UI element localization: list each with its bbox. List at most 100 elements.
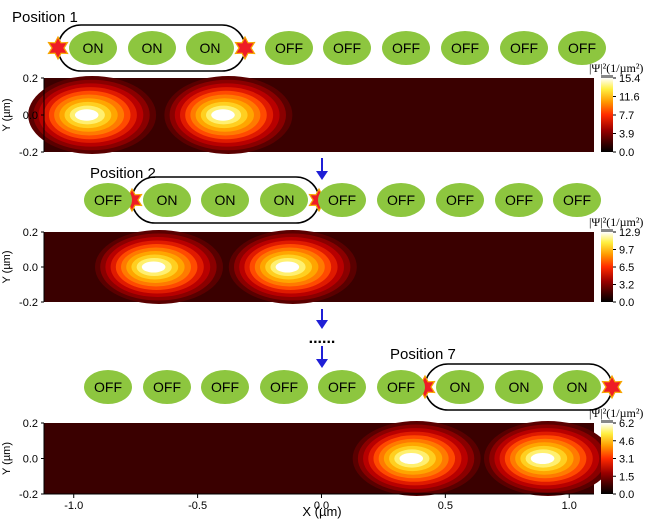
- colorbar-tick-label: 3.1: [619, 454, 634, 466]
- cell-off: OFF: [265, 31, 313, 65]
- density-peak: [164, 76, 293, 154]
- y-tick-label: -0.2: [19, 489, 38, 501]
- density-peak: [95, 230, 224, 304]
- colorbar: |Ψ|²(1/µm²)15.4 11.6 7.7 3.9 0.0: [589, 61, 643, 159]
- cell-on: ON: [495, 370, 543, 404]
- colorbar-scale: [601, 78, 613, 152]
- y-tick-label: 0.2: [23, 418, 38, 430]
- cell-off: OFF: [382, 31, 430, 65]
- cell-on: ON: [69, 31, 117, 65]
- colorbar-tick-label: 3.9: [619, 129, 634, 141]
- y-tick-label: 0.0: [23, 262, 38, 274]
- cell-on: ON: [143, 183, 191, 217]
- cell-label: OFF: [94, 379, 122, 395]
- cell-label: ON: [274, 192, 295, 208]
- cell-off: OFF: [441, 31, 489, 65]
- cell-label: OFF: [563, 192, 591, 208]
- heatmap: 0.2 0.0 -0.2 Y (µm): [1, 418, 612, 501]
- cell-on: ON: [186, 31, 234, 65]
- y-axis-label: Y (µm): [1, 250, 13, 283]
- x-tick-label: -0.5: [188, 500, 207, 512]
- cell-off: OFF: [318, 183, 366, 217]
- y-tick-label: 0.0: [23, 110, 38, 122]
- down-arrow: [316, 158, 328, 180]
- cell-label: OFF: [387, 192, 415, 208]
- cell-off: OFF: [558, 31, 606, 65]
- cell-label: OFF: [451, 40, 479, 56]
- y-axis-label: Y (µm): [1, 442, 13, 475]
- cell-on: ON: [436, 370, 484, 404]
- cell-on: ON: [553, 370, 601, 404]
- colorbar-tick-label: 6.5: [619, 262, 634, 274]
- cell-label: OFF: [211, 379, 239, 395]
- colorbar-label: |Ψ|²(1/µm²): [589, 61, 643, 75]
- cell-label: OFF: [328, 379, 356, 395]
- cell-label: OFF: [333, 40, 361, 56]
- density-peak: [28, 76, 157, 154]
- x-axis-label: X (µm): [302, 504, 341, 519]
- colorbar-tick-label: 15.4: [619, 73, 640, 85]
- position-label: Position 1: [12, 9, 78, 26]
- x-tick-label: 0.0: [314, 500, 329, 512]
- heatmap: 0.2 0.0 -0.2 Y (µm): [1, 227, 594, 309]
- density-peak: [228, 230, 357, 304]
- cell-off: OFF: [377, 183, 425, 217]
- colorbar-cap: [601, 229, 613, 232]
- colorbar-tick-label: 0.0: [619, 147, 634, 159]
- position-label: Position 2: [90, 165, 156, 182]
- panel-position-2: Position 2 OFF ON ON ON OFF OFF OFF OFF OFF 0.20…: [1, 165, 643, 309]
- cell-label: OFF: [446, 192, 474, 208]
- colorbar-tick-label: 7.7: [619, 110, 634, 122]
- cell-label: ON: [509, 379, 530, 395]
- star-marker: [601, 374, 623, 400]
- cell-label: OFF: [505, 192, 533, 208]
- cell-row: OFF OFF OFF OFF OFF OFF ON ON ON: [84, 363, 623, 411]
- down-arrow: [316, 346, 328, 368]
- density-peak: [483, 421, 612, 496]
- cell-label: OFF: [270, 379, 298, 395]
- cell-label: OFF: [387, 379, 415, 395]
- cell-off: OFF: [495, 183, 543, 217]
- colorbar-label: |Ψ|²(1/µm²): [589, 406, 643, 420]
- cell-off: OFF: [84, 370, 132, 404]
- cell-label: ON: [200, 40, 221, 56]
- cell-off: OFF: [377, 370, 425, 404]
- y-tick-label: 0.0: [23, 454, 38, 466]
- cell-off: OFF: [553, 183, 601, 217]
- down-arrow: [316, 309, 328, 329]
- cell-off: OFF: [436, 183, 484, 217]
- x-tick-label: 1.0: [562, 500, 577, 512]
- cell-off: OFF: [143, 370, 191, 404]
- colorbar-tick-label: 9.7: [619, 245, 634, 257]
- colorbar-label: |Ψ|²(1/µm²): [589, 215, 643, 229]
- cell-label: OFF: [153, 379, 181, 395]
- y-tick-label: -0.2: [19, 297, 38, 309]
- cell-label: ON: [157, 192, 178, 208]
- colorbar-tick-label: 6.2: [619, 418, 634, 430]
- cell-row: OFF ON ON ON OFF OFF OFF OFF OFF: [84, 176, 601, 224]
- y-tick-label: 0.2: [23, 227, 38, 239]
- star-marker: [47, 35, 69, 61]
- cell-off: OFF: [500, 31, 548, 65]
- colorbar-scale: [601, 232, 613, 302]
- cell-label: OFF: [328, 192, 356, 208]
- colorbar-tick-label: 1.5: [619, 471, 634, 483]
- cell-label: ON: [450, 379, 471, 395]
- ellipsis: ......: [309, 330, 336, 347]
- cell-label: OFF: [510, 40, 538, 56]
- cell-label: ON: [142, 40, 163, 56]
- cell-on: ON: [201, 183, 249, 217]
- cell-label: ON: [567, 379, 588, 395]
- y-tick-label: -0.2: [19, 147, 38, 159]
- colorbar-tick-label: 0.0: [619, 297, 634, 309]
- cell-off: OFF: [201, 370, 249, 404]
- cell-on: ON: [128, 31, 176, 65]
- position-label: Position 7: [390, 346, 456, 363]
- cell-label: OFF: [392, 40, 420, 56]
- cell-label: OFF: [275, 40, 303, 56]
- heatmap: 0.2 0.0 -0.2 Y (µm): [1, 73, 594, 159]
- star-marker: [234, 35, 256, 61]
- colorbar: |Ψ|²(1/µm²)6.2 4.6 3.1 1.5 0.0: [589, 406, 643, 501]
- cell-label: OFF: [568, 40, 596, 56]
